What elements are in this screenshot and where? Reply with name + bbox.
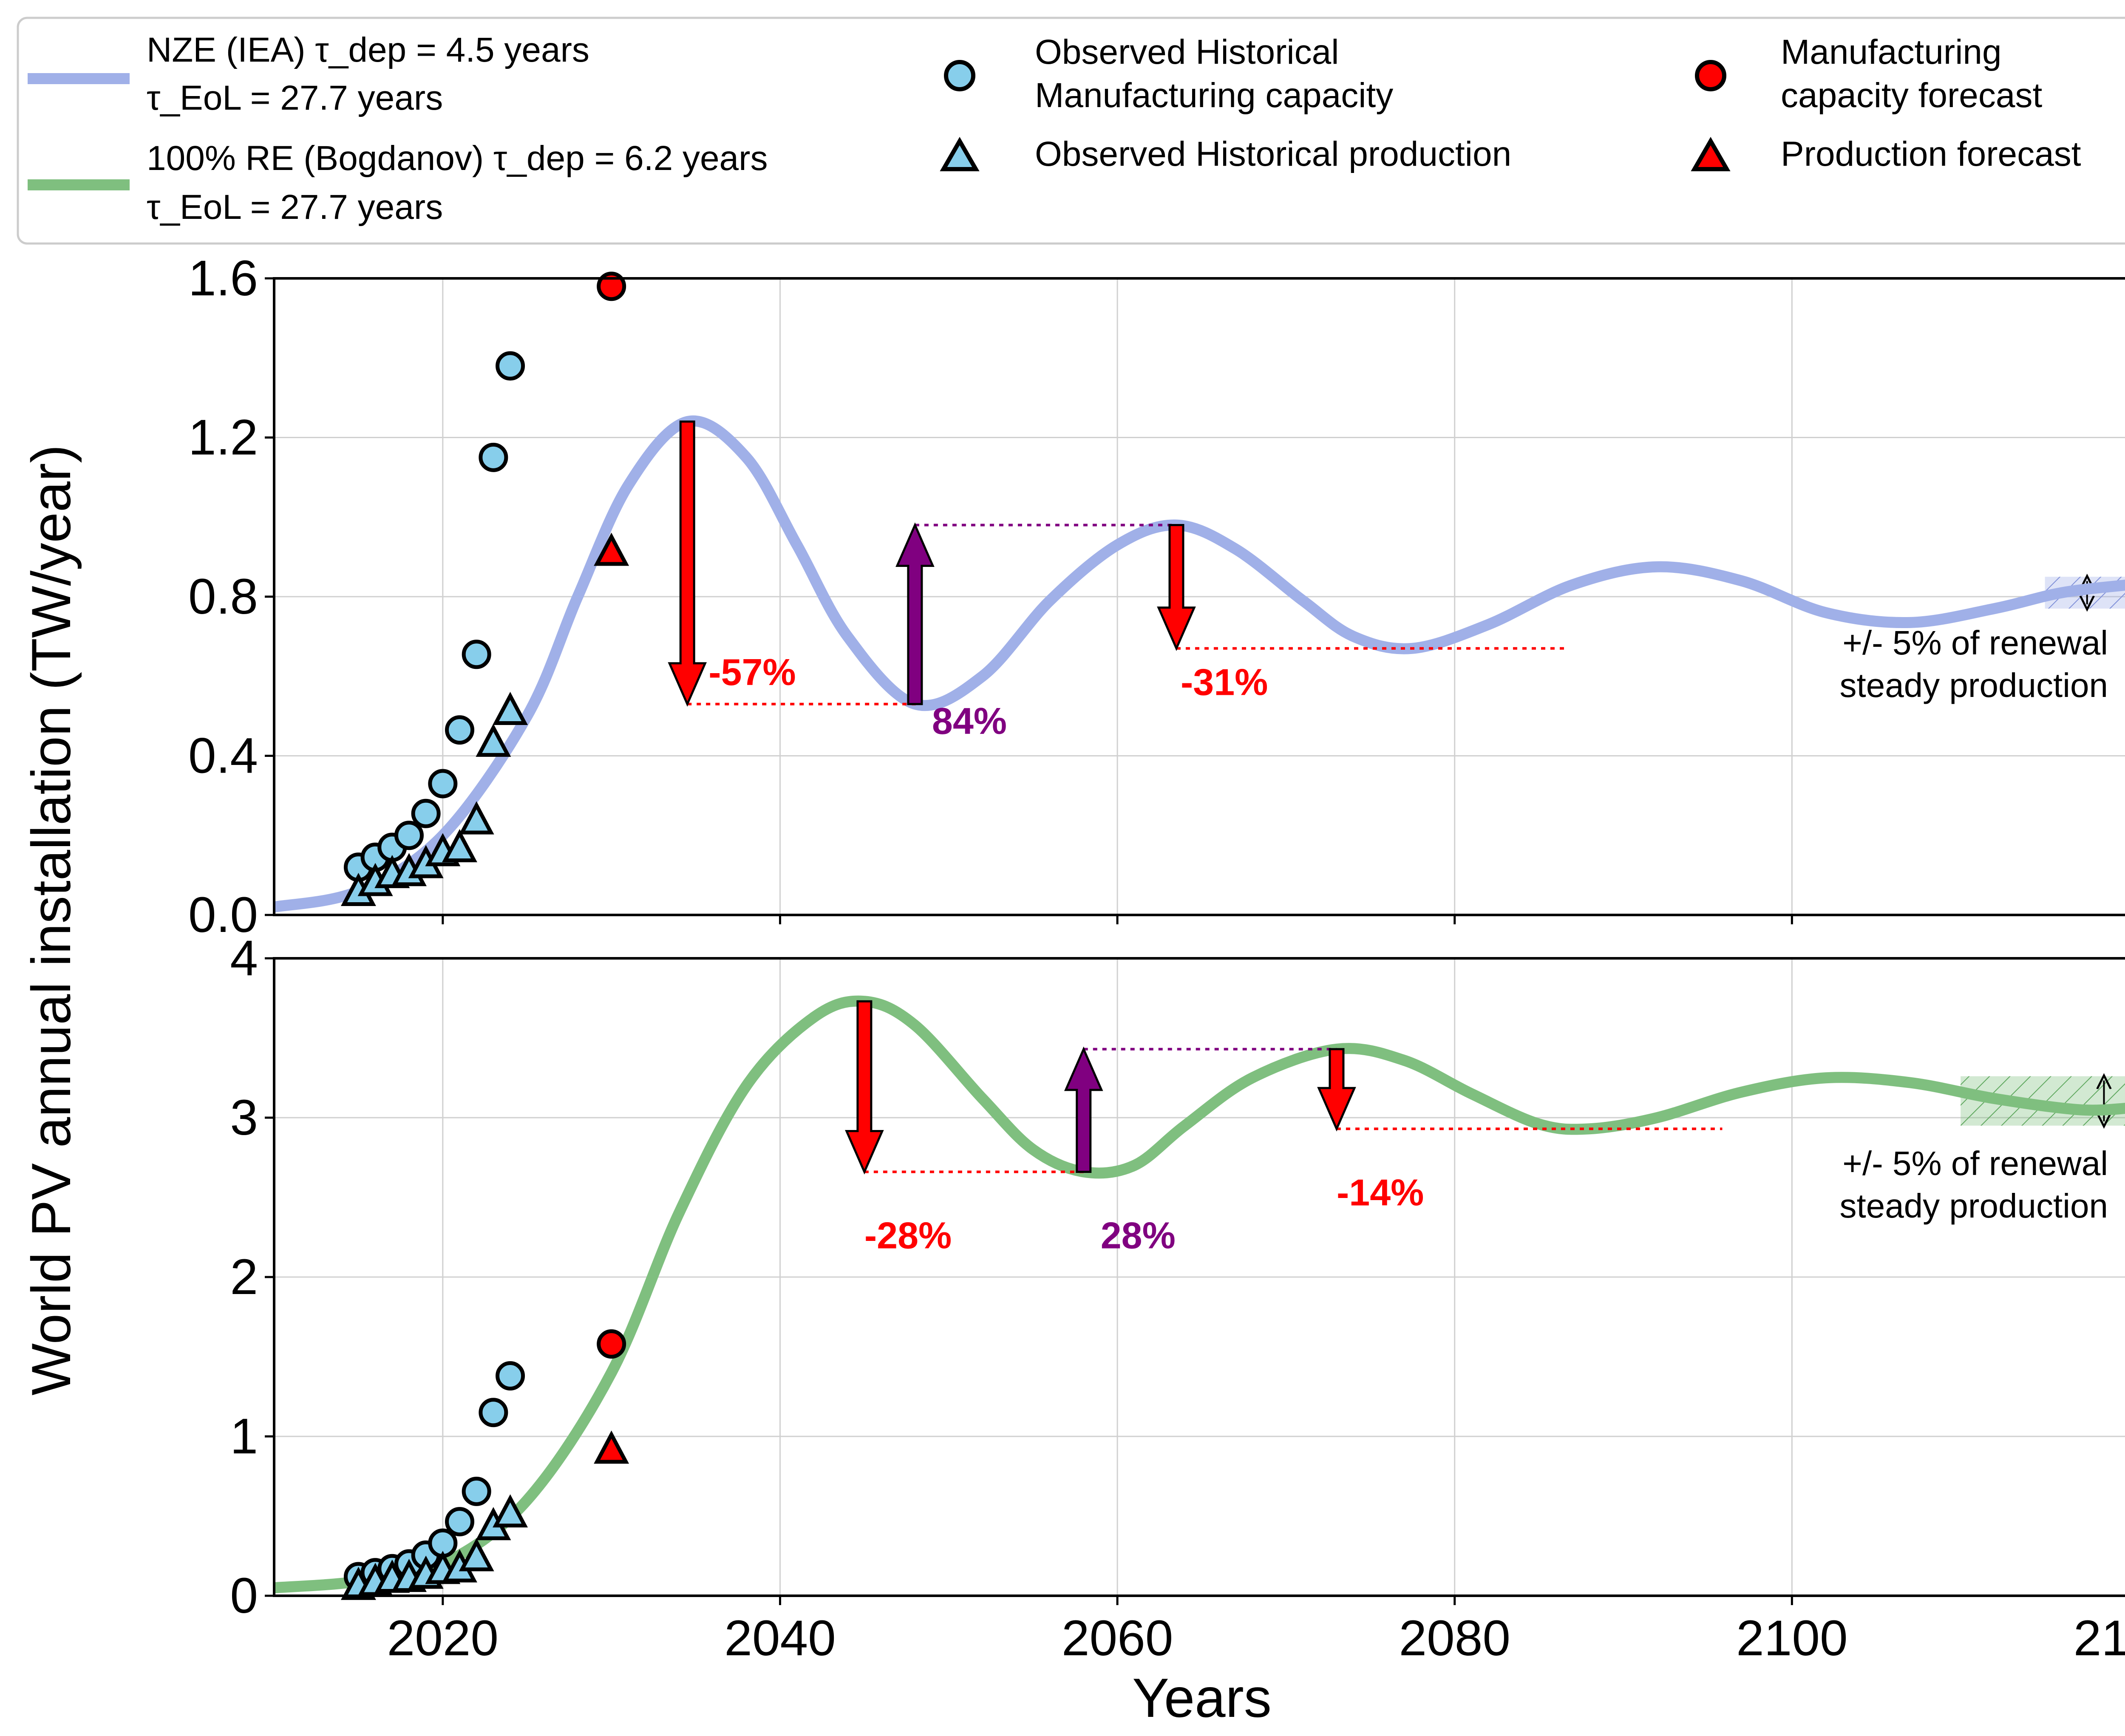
bottom-band-label-line1: +/- 5% of renewal: [1842, 1144, 2108, 1182]
legend-forecast-production: Production forecast: [1781, 135, 2081, 173]
y-axis-title: World PV annual installation (TW/year): [20, 445, 82, 1395]
bottom-y-tick-label: 3: [230, 1090, 258, 1146]
top-observed-capacity-point: [394, 821, 424, 850]
x-tick-label: 2060: [1062, 1610, 1173, 1666]
legend-observed-production: Observed Historical production: [1035, 135, 1511, 173]
top-y-tick-label: 1.2: [188, 410, 258, 466]
bottom-forecast-production-point: [594, 1430, 629, 1464]
top-decline-arrow: [668, 420, 707, 707]
x-axis-title: Years: [1132, 1667, 1272, 1729]
top-forecast-capacity-point: [597, 272, 626, 301]
x-tick-label: 2040: [724, 1610, 836, 1666]
bottom-axes-frame: [273, 957, 2125, 1597]
top-observed-capacity-point: [445, 715, 474, 745]
legend-re-line1: 100% RE (Bogdanov) τ_dep = 6.2 years: [147, 139, 768, 178]
top-change-label: 84%: [932, 700, 1007, 742]
legend-forecast-capacity-line2: capacity forecast: [1781, 76, 2042, 115]
bottom-model-curve: [274, 995, 2125, 1594]
top-observed-production-point: [493, 691, 528, 725]
x-tick-label: 2120: [2074, 1610, 2125, 1666]
top-y-tick-label: 0.8: [188, 569, 258, 625]
legend-observed-capacity-line2: Manufacturing capacity: [1035, 76, 1393, 115]
top-axes-frame: [273, 277, 2125, 916]
x-tick-label: 2080: [1399, 1610, 1510, 1666]
top-panel-nze: 0.0 0.4 0.8 1.2 1.6 +/- 5% of renewal steady p…: [188, 250, 2125, 943]
top-y-tick-label: 0.0: [188, 887, 258, 943]
legend-forecast-capacity-line1: Manufacturing: [1781, 33, 2002, 71]
bottom-observed-capacity-point: [479, 1398, 508, 1427]
bottom-observed-production-point: [493, 1494, 528, 1528]
top-observed-capacity-point: [462, 640, 491, 669]
bottom-forecast-capacity-point: [597, 1329, 626, 1359]
top-observed-capacity-point: [411, 799, 441, 828]
top-rise-arrow: [895, 522, 935, 705]
bottom-observed-capacity-point: [445, 1507, 474, 1537]
legend-forecast-capacity-marker: [1695, 60, 1726, 91]
top-y-tick-label: 0.4: [188, 728, 258, 784]
bottom-change-label: 28%: [1101, 1215, 1176, 1257]
x-tick-label: 2020: [387, 1610, 499, 1666]
bottom-observed-capacity-point: [496, 1361, 525, 1390]
top-decline-arrow: [1157, 524, 1196, 651]
top-observed-production-point: [476, 723, 511, 757]
top-change-label: -57%: [708, 651, 796, 693]
x-tick-label: 2100: [1736, 1610, 1848, 1666]
legend: NZE (IEA) τ_dep = 4.5 years τ_EoL = 27.7…: [17, 17, 2125, 245]
top-forecast-production-point: [594, 532, 629, 566]
legend-nze-line1: NZE (IEA) τ_dep = 4.5 years: [147, 31, 589, 69]
bottom-y-tick-label: 4: [230, 930, 258, 986]
top-observed-capacity-point: [496, 351, 525, 381]
legend-frame: [17, 17, 2125, 245]
legend-observed-capacity-marker: [944, 60, 975, 91]
bottom-y-tick-label: 2: [230, 1249, 258, 1305]
bottom-change-label: -28%: [864, 1215, 952, 1257]
bottom-band-label-line2: steady production: [1839, 1187, 2108, 1225]
bottom-y-tick-label: 1: [230, 1408, 258, 1464]
top-observed-production-point: [442, 829, 477, 863]
bottom-decline-arrow: [1317, 1048, 1356, 1132]
top-y-tick-label: 1.6: [188, 250, 258, 306]
bottom-observed-capacity-point: [462, 1476, 491, 1506]
top-band-label-line1: +/- 5% of renewal: [1842, 624, 2108, 662]
top-observed-capacity-point: [428, 769, 458, 799]
bottom-panel-re: 2020 2040 2060 2080 2100 2120 0 1 2 3 4 +/- 5% of r…: [230, 930, 2125, 1666]
bottom-y-tick-label: 0: [230, 1568, 258, 1624]
legend-nze-line2: τ_EoL = 27.7 years: [147, 79, 443, 117]
top-band-label-line2: steady production: [1839, 666, 2108, 704]
top-model-curve: [274, 415, 2125, 913]
bottom-decline-arrow: [845, 1000, 884, 1175]
legend-observed-production-marker: [940, 136, 980, 171]
legend-re-line2: τ_EoL = 27.7 years: [147, 188, 443, 227]
legend-observed-capacity-line1: Observed Historical: [1035, 33, 1339, 71]
top-observed-production-point: [459, 801, 494, 835]
top-observed-capacity-point: [479, 442, 508, 472]
bottom-change-label: -14%: [1337, 1171, 1424, 1213]
bottom-observed-production-point: [459, 1538, 494, 1572]
legend-forecast-production-marker: [1691, 136, 1731, 171]
top-change-label: -31%: [1181, 661, 1268, 703]
bottom-rise-arrow: [1064, 1046, 1103, 1173]
